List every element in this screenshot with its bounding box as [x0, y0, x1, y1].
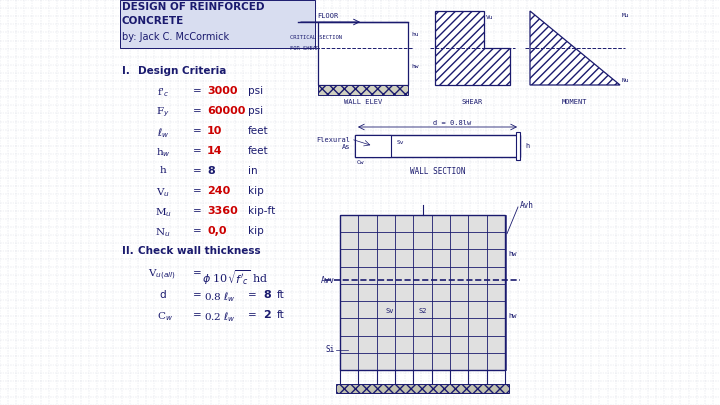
Text: Flexural
As: Flexural As [316, 137, 350, 150]
Text: ft: ft [277, 290, 284, 300]
Text: Sv: Sv [385, 308, 394, 314]
Text: psi: psi [248, 106, 263, 116]
Text: Nu: Nu [622, 78, 629, 83]
Text: =: = [193, 290, 202, 300]
Bar [355, 135, 520, 157]
Text: h$_w$: h$_w$ [156, 146, 171, 159]
Text: N$_u$: N$_u$ [156, 226, 171, 239]
Text: 0.8 $\ell_w$: 0.8 $\ell_w$ [204, 290, 235, 304]
Text: =: = [193, 206, 202, 216]
Text: hw: hw [508, 251, 516, 257]
Text: SHEAR: SHEAR [462, 99, 483, 105]
Text: MOMENT: MOMENT [562, 99, 588, 105]
Text: WALL SECTION: WALL SECTION [410, 167, 465, 176]
Text: =: = [193, 126, 202, 136]
Bar [336, 384, 509, 393]
Text: 0.2 $\ell_w$: 0.2 $\ell_w$ [204, 310, 235, 324]
Text: 3000: 3000 [207, 86, 238, 96]
Bar [318, 22, 408, 85]
Text: h: h [160, 166, 166, 175]
Text: S2: S2 [418, 308, 427, 314]
Text: ft: ft [277, 310, 284, 320]
Text: =: = [248, 310, 257, 320]
Text: Sv: Sv [396, 140, 404, 145]
Text: Si: Si [325, 345, 335, 354]
Text: F$_y$: F$_y$ [156, 106, 170, 119]
Text: feet: feet [248, 146, 269, 156]
Bar [516, 132, 520, 160]
Text: kip: kip [248, 186, 264, 196]
Text: Vu: Vu [486, 15, 493, 20]
Text: feet: feet [248, 126, 269, 136]
Text: V$_{u(all)}$: V$_{u(all)}$ [148, 268, 176, 282]
Text: kip-ft: kip-ft [248, 206, 275, 216]
Text: Avh: Avh [520, 200, 534, 209]
Polygon shape [530, 11, 620, 85]
Text: 10: 10 [207, 126, 222, 136]
Text: 240: 240 [207, 186, 230, 196]
Text: =: = [193, 106, 202, 116]
Bar [318, 85, 408, 95]
Text: d = 0.8lw: d = 0.8lw [433, 120, 472, 126]
Text: in: in [248, 166, 258, 176]
Bar [355, 135, 391, 157]
Text: V$_u$: V$_u$ [156, 186, 170, 199]
Text: hw: hw [508, 313, 516, 319]
Text: M$_u$: M$_u$ [155, 206, 171, 219]
Text: by: Jack C. McCormick: by: Jack C. McCormick [122, 32, 229, 42]
Text: =: = [193, 226, 202, 236]
Text: C$_w$: C$_w$ [157, 310, 173, 323]
Text: Check wall thickness: Check wall thickness [138, 246, 261, 256]
Text: h: h [525, 143, 529, 149]
Text: 8: 8 [207, 166, 215, 176]
Text: WALL ELEV: WALL ELEV [344, 99, 382, 105]
Text: II.: II. [122, 246, 134, 256]
Text: f'$_c$: f'$_c$ [157, 86, 169, 99]
Text: Mu: Mu [622, 13, 629, 18]
Text: 60000: 60000 [207, 106, 246, 116]
Text: =: = [248, 290, 257, 300]
Text: 8: 8 [263, 290, 271, 300]
Text: CONCRETE: CONCRETE [122, 16, 184, 26]
Text: =: = [193, 86, 202, 96]
Text: =: = [193, 310, 202, 320]
Text: psi: psi [248, 86, 263, 96]
Text: 2: 2 [263, 310, 271, 320]
Text: 14: 14 [207, 146, 222, 156]
Text: Avv: Avv [321, 275, 335, 285]
Text: =: = [193, 146, 202, 156]
Text: =: = [193, 268, 202, 278]
Text: =: = [193, 186, 202, 196]
Bar [340, 215, 505, 370]
Text: d: d [160, 290, 166, 300]
Text: FLOOR: FLOOR [318, 13, 338, 19]
Text: hu: hu [411, 32, 418, 38]
Text: 0,0: 0,0 [207, 226, 227, 236]
Text: $\ell_w$: $\ell_w$ [157, 126, 169, 140]
Text: Cw: Cw [357, 160, 364, 165]
Text: CRITICAL SECTION: CRITICAL SECTION [290, 35, 342, 40]
Text: I.: I. [122, 66, 130, 76]
Text: kip: kip [248, 226, 264, 236]
Text: Design Criteria: Design Criteria [138, 66, 226, 76]
Text: 3360: 3360 [207, 206, 238, 216]
Bar [120, 0, 315, 48]
Text: $\phi$ 10$\sqrt{f'_c}$ hd: $\phi$ 10$\sqrt{f'_c}$ hd [202, 268, 269, 287]
Text: =: = [193, 166, 202, 176]
Polygon shape [435, 11, 510, 85]
Text: FOR SHEAR: FOR SHEAR [290, 46, 319, 51]
Text: DESIGN OF REINFORCED: DESIGN OF REINFORCED [122, 2, 264, 12]
Text: hw: hw [411, 64, 418, 69]
